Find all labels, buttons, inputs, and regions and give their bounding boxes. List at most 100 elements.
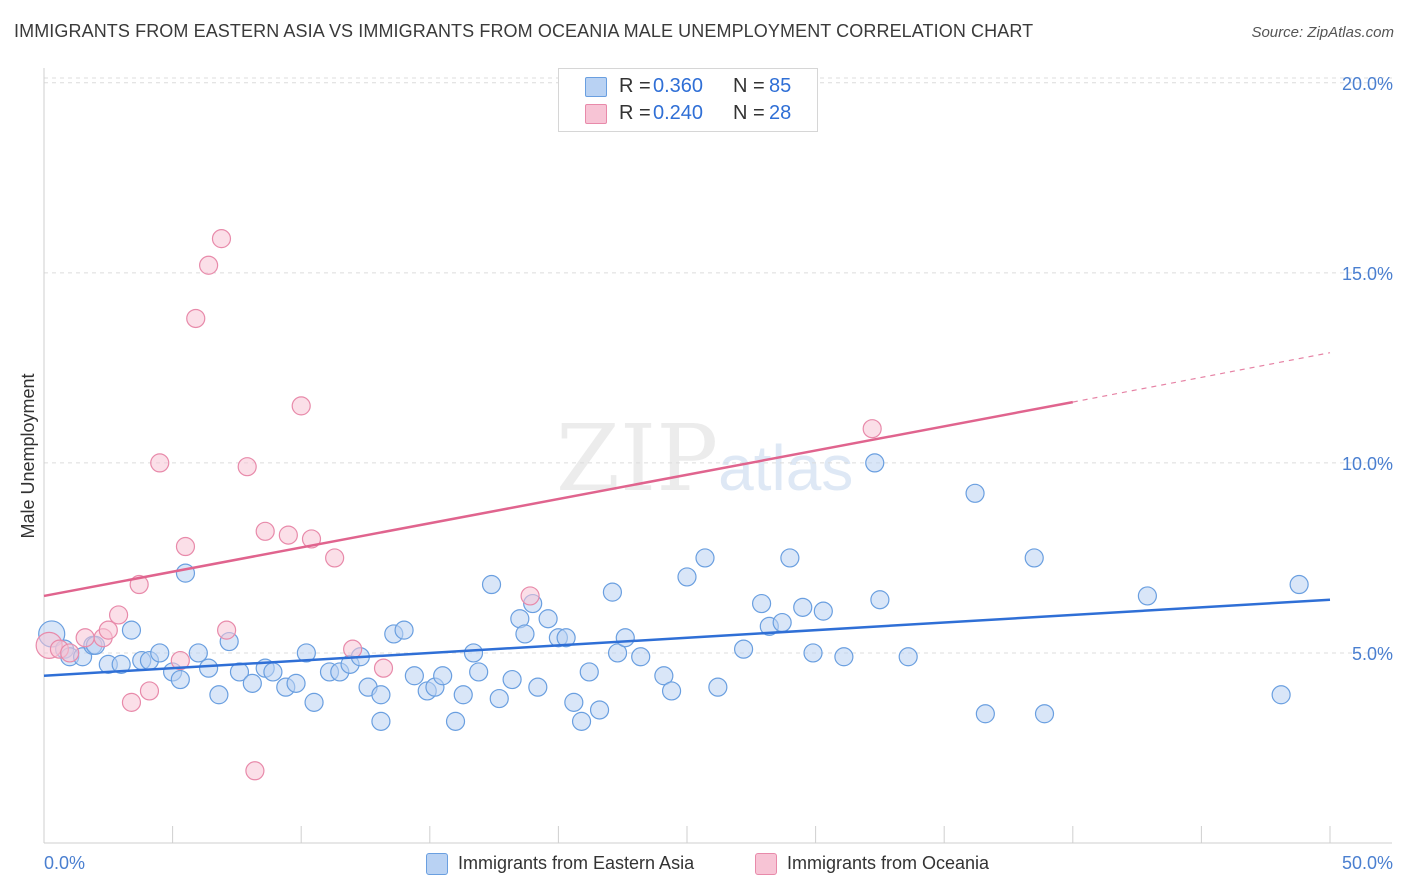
point-eastern-asia xyxy=(150,643,170,663)
grid-lines xyxy=(44,77,1392,654)
point-eastern-asia xyxy=(394,620,414,640)
point-oceania xyxy=(60,643,80,663)
point-oceania xyxy=(150,453,170,473)
point-eastern-asia xyxy=(469,662,489,682)
point-eastern-asia xyxy=(1034,704,1055,724)
point-eastern-asia xyxy=(556,628,576,648)
point-eastern-asia xyxy=(865,453,885,473)
x-tick-label: 50.0% xyxy=(1342,853,1393,873)
legend-n-label: N = xyxy=(733,75,765,97)
bottom-legend-label: Immigrants from Oceania xyxy=(787,853,990,873)
point-oceania xyxy=(325,548,345,568)
point-eastern-asia xyxy=(296,643,316,663)
axes xyxy=(43,68,1392,844)
point-eastern-asia xyxy=(538,609,558,629)
point-eastern-asia xyxy=(209,685,229,705)
point-eastern-asia xyxy=(433,666,453,686)
point-eastern-asia xyxy=(965,483,985,503)
point-eastern-asia xyxy=(502,669,522,690)
point-oceania xyxy=(217,620,237,640)
legend-r-label: R = xyxy=(619,102,651,124)
point-oceania xyxy=(75,628,95,648)
point-eastern-asia xyxy=(286,673,306,693)
legend-n-label: N = xyxy=(733,102,765,124)
point-eastern-asia xyxy=(445,711,466,731)
point-eastern-asia xyxy=(170,669,190,690)
point-eastern-asia xyxy=(1024,548,1044,568)
point-eastern-asia xyxy=(813,601,833,621)
legend-n-value: 85 xyxy=(769,75,792,97)
point-eastern-asia xyxy=(263,662,283,682)
point-eastern-asia xyxy=(481,574,502,595)
point-eastern-asia xyxy=(371,685,391,705)
y-axis-label: Male Unemployment xyxy=(18,373,38,538)
legend-swatch-pink xyxy=(585,104,607,124)
point-eastern-asia xyxy=(780,548,800,568)
point-eastern-asia xyxy=(615,628,635,648)
series-eastern-asia xyxy=(38,453,1309,731)
point-oceania xyxy=(186,308,206,329)
point-eastern-asia xyxy=(695,548,715,568)
point-eastern-asia xyxy=(579,662,599,682)
point-oceania xyxy=(139,681,160,701)
y-tick-label: 10.0% xyxy=(1342,454,1393,474)
point-eastern-asia xyxy=(607,643,628,663)
point-eastern-asia xyxy=(708,677,728,697)
trend-lines xyxy=(43,352,1331,678)
y-tick-label: 5.0% xyxy=(1352,644,1393,664)
point-oceania xyxy=(291,396,311,416)
point-oceania xyxy=(237,457,257,477)
point-eastern-asia xyxy=(111,654,131,674)
point-eastern-asia xyxy=(975,704,995,724)
point-eastern-asia xyxy=(564,692,584,712)
point-eastern-asia xyxy=(733,639,754,659)
point-eastern-asia xyxy=(898,647,918,667)
point-oceania xyxy=(245,761,265,781)
bottom-legend-label: Immigrants from Eastern Asia xyxy=(458,853,695,873)
point-oceania xyxy=(98,620,118,640)
point-eastern-asia xyxy=(661,681,682,701)
y-tick-label: 15.0% xyxy=(1342,264,1393,284)
point-eastern-asia xyxy=(602,582,623,602)
point-oceania xyxy=(121,692,142,712)
point-eastern-asia xyxy=(121,620,142,640)
point-eastern-asia xyxy=(404,666,424,686)
point-eastern-asia xyxy=(834,647,854,667)
point-oceania xyxy=(108,605,129,625)
point-eastern-asia xyxy=(188,643,208,663)
point-eastern-asia xyxy=(1289,574,1309,595)
point-oceania xyxy=(211,229,232,249)
point-eastern-asia xyxy=(589,700,610,720)
point-oceania xyxy=(343,639,363,659)
trend-line-oceania xyxy=(43,400,1074,598)
legend-r-value: 0.360 xyxy=(653,75,704,97)
x-tick-label: 0.0% xyxy=(44,853,85,873)
bottom-legend-swatch-pink xyxy=(755,853,777,875)
point-eastern-asia xyxy=(1137,586,1157,606)
legend-r-value: 0.240 xyxy=(653,102,704,124)
point-oceania xyxy=(170,650,190,671)
point-oceania xyxy=(862,419,882,439)
bottom-legend-swatch-blue xyxy=(426,853,448,875)
watermark-atlas: atlas xyxy=(718,432,854,504)
point-oceania xyxy=(520,586,540,606)
point-oceania xyxy=(373,658,394,678)
point-eastern-asia xyxy=(631,647,651,667)
point-eastern-asia xyxy=(528,677,548,697)
point-eastern-asia xyxy=(453,685,473,705)
point-eastern-asia xyxy=(751,593,772,614)
y-tick-label: 20.0% xyxy=(1342,74,1393,94)
legend-r-label: R = xyxy=(619,75,651,97)
trend-line-eastern-asia xyxy=(43,598,1331,678)
point-eastern-asia xyxy=(304,692,324,712)
point-eastern-asia xyxy=(870,590,890,610)
point-oceania xyxy=(278,525,298,545)
point-oceania xyxy=(255,521,275,541)
point-eastern-asia xyxy=(489,688,509,709)
point-eastern-asia xyxy=(371,711,391,731)
legend-n-value: 28 xyxy=(769,102,792,124)
point-eastern-asia xyxy=(515,624,535,644)
point-oceania xyxy=(199,255,219,275)
point-eastern-asia xyxy=(654,666,674,686)
